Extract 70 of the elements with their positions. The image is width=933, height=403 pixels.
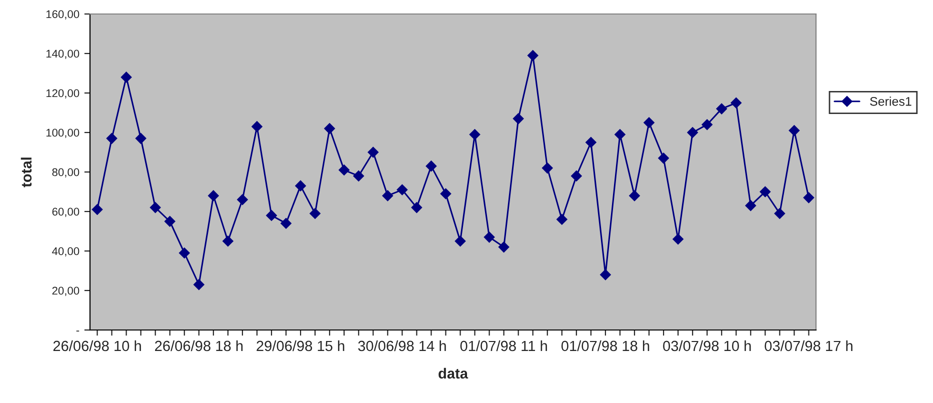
legend-label: Series1 — [870, 96, 912, 106]
point — [266, 210, 277, 221]
point — [411, 202, 422, 213]
point — [629, 190, 640, 202]
point — [135, 132, 146, 144]
y-tick-label: 60,00 — [52, 208, 80, 217]
x-axis-title: data — [438, 368, 468, 379]
point — [570, 170, 582, 182]
point — [527, 50, 538, 61]
point — [556, 214, 568, 225]
y-tick-label: 40,00 — [52, 247, 80, 256]
y-tick-label: - — [76, 330, 80, 332]
x-tick-label: 30/06/98 14 h — [358, 340, 446, 352]
y-tick-label: 20,00 — [52, 286, 80, 296]
point — [310, 208, 320, 219]
point — [208, 190, 219, 202]
point — [658, 152, 669, 164]
point — [368, 146, 379, 158]
point — [92, 204, 103, 215]
point — [484, 232, 495, 243]
point — [280, 218, 292, 229]
point — [440, 188, 452, 200]
point — [106, 132, 118, 144]
point — [788, 125, 800, 136]
point — [164, 216, 176, 227]
point — [120, 72, 132, 83]
x-tick-label: 26/06/98 18 h — [155, 340, 243, 352]
point — [687, 127, 698, 138]
point — [803, 192, 814, 204]
y-tick-label: 120,00 — [46, 89, 80, 98]
point — [426, 160, 437, 172]
point — [338, 164, 350, 176]
point — [730, 97, 742, 108]
point — [498, 242, 510, 252]
y-axis-title: total — [20, 158, 32, 188]
point — [150, 202, 161, 213]
point — [644, 117, 654, 128]
x-tick-label: 26/06/98 10 h — [53, 340, 141, 352]
point — [324, 123, 336, 134]
point — [716, 103, 728, 114]
point — [760, 186, 771, 198]
point — [512, 113, 524, 124]
point — [382, 190, 394, 202]
y-tick-label: 140,00 — [46, 50, 80, 59]
point — [469, 129, 480, 140]
y-tick-label: 100,00 — [46, 128, 80, 138]
point — [252, 121, 262, 132]
x-tick-label: 29/06/98 15 h — [256, 340, 344, 352]
x-tick-label: 03/07/98 10 h — [663, 340, 751, 352]
point — [614, 129, 626, 140]
y-tick-label: 80,00 — [52, 168, 80, 178]
point — [702, 119, 713, 130]
point — [745, 200, 756, 212]
point — [178, 248, 190, 258]
point — [396, 184, 408, 196]
point — [542, 162, 553, 174]
point — [586, 136, 596, 148]
point — [353, 170, 364, 182]
point — [237, 194, 248, 206]
x-tick-label: 01/07/98 18 h — [561, 340, 650, 352]
y-tick-label: 160,00 — [46, 10, 80, 20]
point — [193, 279, 204, 290]
point — [222, 236, 234, 247]
x-tick-label: 01/07/98 11 h — [460, 340, 547, 352]
point — [672, 234, 684, 245]
x-tick-label: 03/07/98 17 h — [764, 340, 852, 352]
point — [600, 269, 611, 280]
point — [454, 236, 466, 247]
point — [774, 208, 786, 219]
point — [295, 180, 306, 192]
